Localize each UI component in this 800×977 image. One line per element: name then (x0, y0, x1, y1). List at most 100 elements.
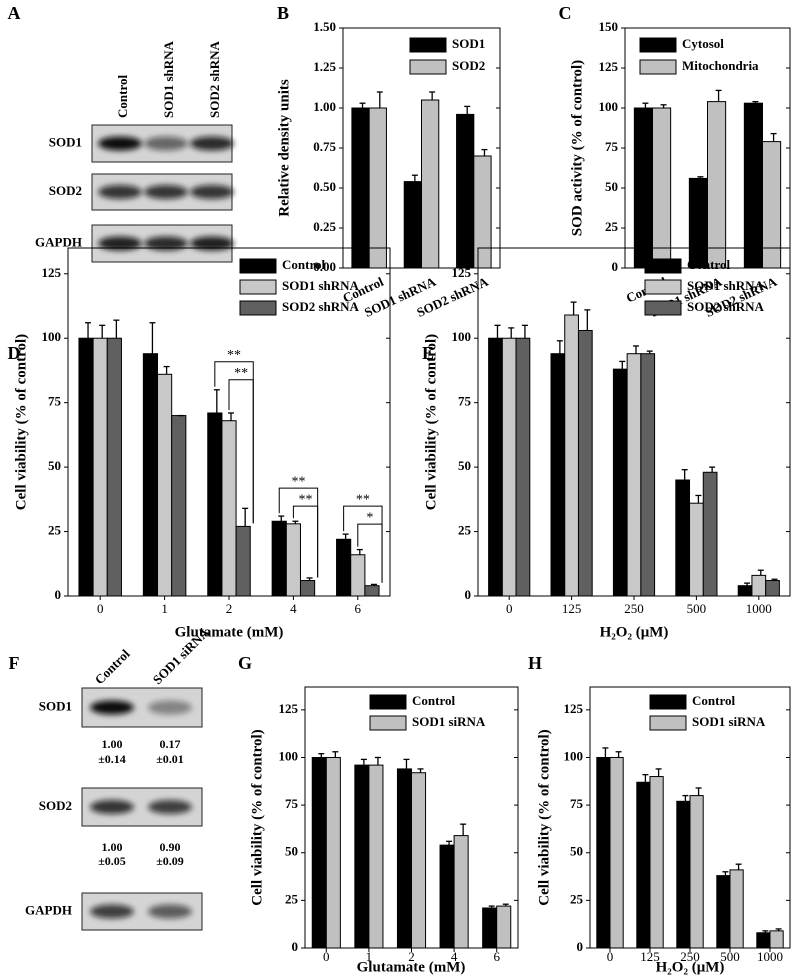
y-tick-label: 125 (42, 265, 62, 280)
legend-label: Control (687, 257, 730, 272)
plot-frame (624, 27, 791, 269)
legend-label: SOD2 (452, 58, 485, 73)
y-tick-label: 100 (42, 329, 62, 344)
y-tick-label: 75 (570, 796, 584, 811)
error-bar (359, 102, 366, 108)
error-bar (695, 787, 702, 796)
y-tick-label: 50 (285, 844, 298, 859)
error-bar (660, 104, 667, 108)
band-quantification: 1.00 (102, 840, 123, 854)
blot-band (98, 185, 142, 199)
error-bar (213, 389, 220, 413)
bar (501, 337, 517, 597)
legend-swatch (639, 37, 677, 53)
bar (142, 353, 159, 597)
error-bar (771, 578, 778, 581)
bar (633, 107, 653, 269)
bar (354, 764, 370, 949)
error-bar (446, 840, 453, 846)
error-bar (508, 327, 515, 339)
blot-band (148, 904, 192, 919)
y-tick-label: 50 (570, 844, 583, 859)
bar (756, 932, 771, 949)
legend-swatch (369, 715, 407, 731)
x-tick-label: 6 (493, 949, 500, 964)
bar (285, 523, 301, 597)
x-axis-label: H₂O₂ (μM) (656, 959, 725, 975)
y-tick-label: 150 (599, 19, 619, 34)
error-bar (306, 577, 313, 581)
panel-label: B (277, 3, 289, 23)
bar (649, 776, 664, 949)
bracket-line (228, 379, 254, 524)
x-tick-label: 1000 (757, 949, 783, 964)
legend-label: Control (282, 257, 325, 272)
bar (482, 907, 498, 949)
x-tick-label: 1000 (746, 601, 772, 616)
row-label: SOD1 (39, 698, 72, 713)
band-quantification: ±0.09 (156, 854, 184, 868)
error-bar (570, 301, 577, 316)
error-bar (642, 773, 649, 783)
blot-band (90, 904, 134, 919)
x-tick-label: 4 (290, 601, 297, 616)
error-bar (584, 309, 591, 331)
bar (640, 353, 656, 597)
y-tick-label: 0 (465, 587, 472, 602)
error-bar (697, 176, 704, 179)
error-bar (682, 794, 689, 802)
row-label: SOD2 (39, 798, 72, 813)
error-bar (417, 768, 424, 773)
legend-swatch (239, 300, 277, 316)
legend-swatch (409, 59, 447, 75)
bar (765, 580, 780, 597)
bar (171, 415, 187, 597)
plot-frame (304, 686, 519, 949)
x-tick-label: 2 (226, 601, 233, 616)
bar (636, 781, 651, 949)
y-tick-label: 125 (599, 59, 619, 74)
bar (577, 329, 593, 597)
bar (453, 835, 469, 949)
bar (336, 538, 352, 597)
y-tick-label: 0 (292, 939, 299, 954)
y-tick-label: 0 (55, 587, 62, 602)
plot-frame (67, 247, 391, 597)
y-tick-label: 75 (458, 394, 472, 409)
error-bar (494, 324, 501, 339)
lane-label: Control (92, 646, 133, 687)
bar (675, 479, 691, 597)
legend-swatch (649, 715, 687, 731)
error-bar (332, 751, 339, 758)
lane-label: Control (115, 75, 130, 118)
error-bar (722, 871, 729, 876)
bar (564, 314, 579, 597)
y-axis-label: Cell viability (% of control) (536, 729, 552, 905)
y-tick-label: 25 (285, 891, 299, 906)
y-tick-label: 125 (279, 701, 299, 716)
error-bar (99, 324, 106, 339)
error-bar (642, 102, 649, 108)
error-bar (370, 583, 377, 586)
bar (689, 502, 704, 597)
legend-label: SOD1 siRNA (692, 714, 766, 729)
significance-label: ** (234, 366, 248, 381)
bar (707, 101, 727, 269)
panel-label: H (528, 653, 542, 673)
legend-swatch (649, 694, 687, 710)
error-bar (695, 494, 702, 504)
bar (106, 337, 122, 597)
error-bar (502, 903, 509, 907)
x-axis-label: Glutamate (mM) (357, 959, 466, 975)
band-quantification: ±0.05 (98, 854, 126, 868)
error-bar (356, 548, 363, 555)
panel-label: F (9, 653, 20, 673)
bar (207, 412, 223, 597)
y-tick-label: 100 (599, 99, 619, 114)
error-bar (278, 515, 285, 522)
bar (762, 141, 782, 269)
bar (350, 554, 366, 597)
legend-label: SOD2 shRNA (282, 299, 360, 314)
band-quantification: 1.00 (102, 737, 123, 751)
blot-band (190, 185, 234, 199)
